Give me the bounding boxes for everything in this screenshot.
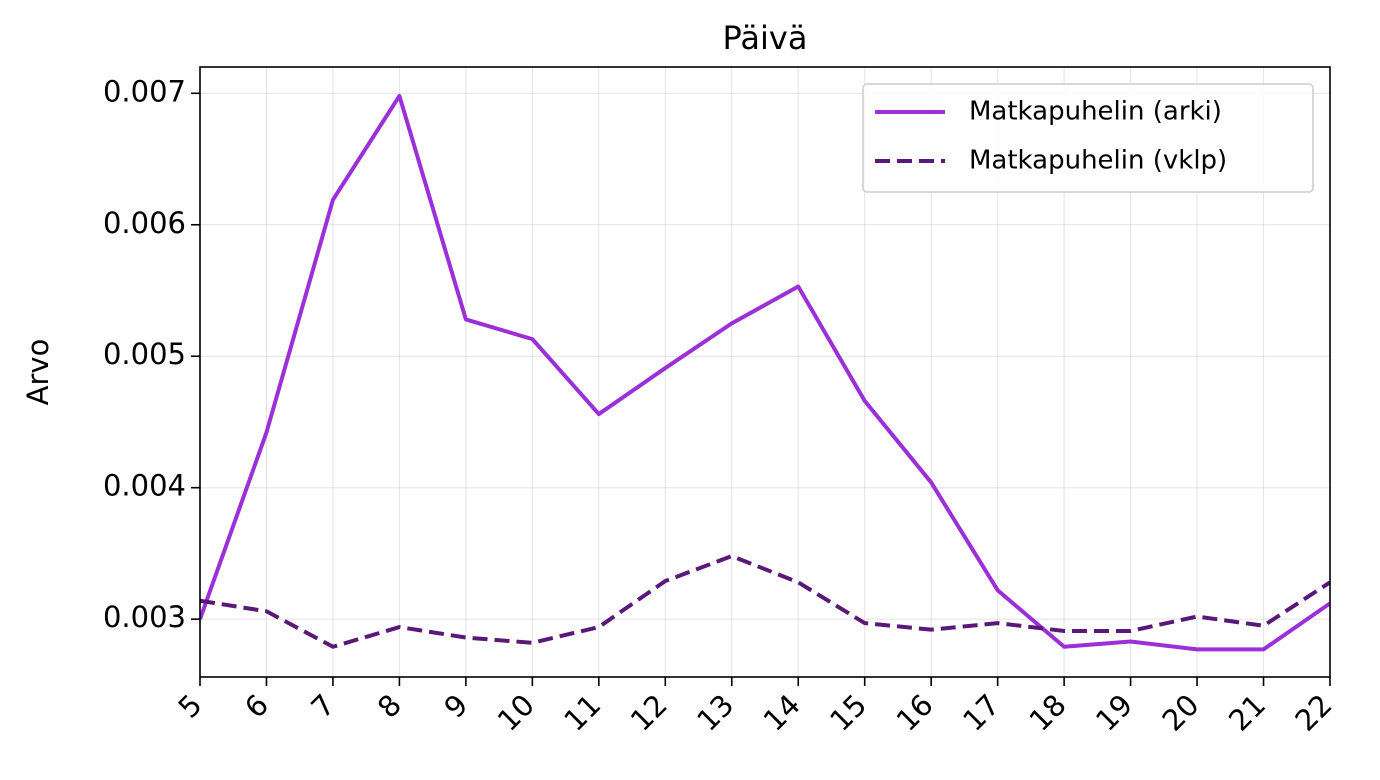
- legend-box: [862, 83, 1314, 193]
- y-tick-label: 0.005: [103, 337, 186, 371]
- series-line-1: [200, 93, 1330, 652]
- y-tick-label: 0.004: [103, 469, 186, 503]
- y-axis-label: Arvo: [21, 339, 55, 406]
- y-tick-label: 0.006: [103, 206, 186, 240]
- y-tick-label: 0.007: [103, 74, 186, 108]
- legend-label-2: Matkapuhelin (vklp): [969, 146, 1227, 176]
- legend: Matkapuhelin (arki) Matkapuhelin (vklp): [862, 83, 1314, 193]
- plot-frame: [199, 66, 1331, 678]
- series-lines: [200, 93, 1330, 652]
- y-tick-label: 0.003: [103, 600, 186, 634]
- series-line-2: [200, 554, 1330, 649]
- chart-title: Päivä: [723, 19, 808, 57]
- grid-lines: [199, 67, 1331, 677]
- legend-label-1: Matkapuhelin (arki): [969, 97, 1222, 127]
